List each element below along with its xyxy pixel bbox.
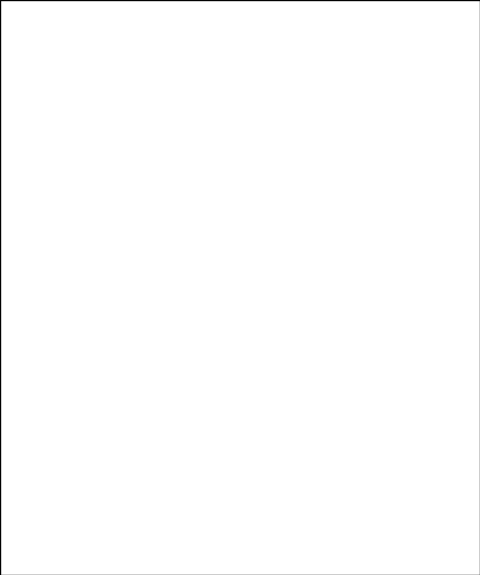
Bar xyxy=(326,514,384,535)
Text: Precipitation Rank since 1981, 1-Month (CHIRPS): Precipitation Rank since 1981, 1-Month (… xyxy=(5,64,426,79)
Bar xyxy=(38,514,96,535)
Text: 3rd
Driest: 3rd Driest xyxy=(165,485,200,513)
Bar xyxy=(154,514,211,535)
Text: Wettest: Wettest xyxy=(390,500,436,513)
Text: 2nd
Wettest: 2nd Wettest xyxy=(332,538,378,566)
Text: 3rd
Wettest: 3rd Wettest xyxy=(275,485,321,513)
Bar xyxy=(384,514,442,535)
Text: Map unavailable:
No module named 'geopandas': Map unavailable: No module named 'geopan… xyxy=(164,245,316,267)
Text: Jan. 1 - 31, 2022 [final]: Jan. 1 - 31, 2022 [final] xyxy=(5,90,141,102)
Bar xyxy=(211,514,269,535)
Text: 2nd
Driest: 2nd Driest xyxy=(107,538,143,566)
Text: Source: CHIRPS, UCSB, Climate Hazards Center: Source: CHIRPS, UCSB, Climate Hazards Ce… xyxy=(5,558,269,569)
Bar xyxy=(269,514,326,535)
Text: Driest: Driest xyxy=(49,500,85,513)
Bar xyxy=(96,514,154,535)
